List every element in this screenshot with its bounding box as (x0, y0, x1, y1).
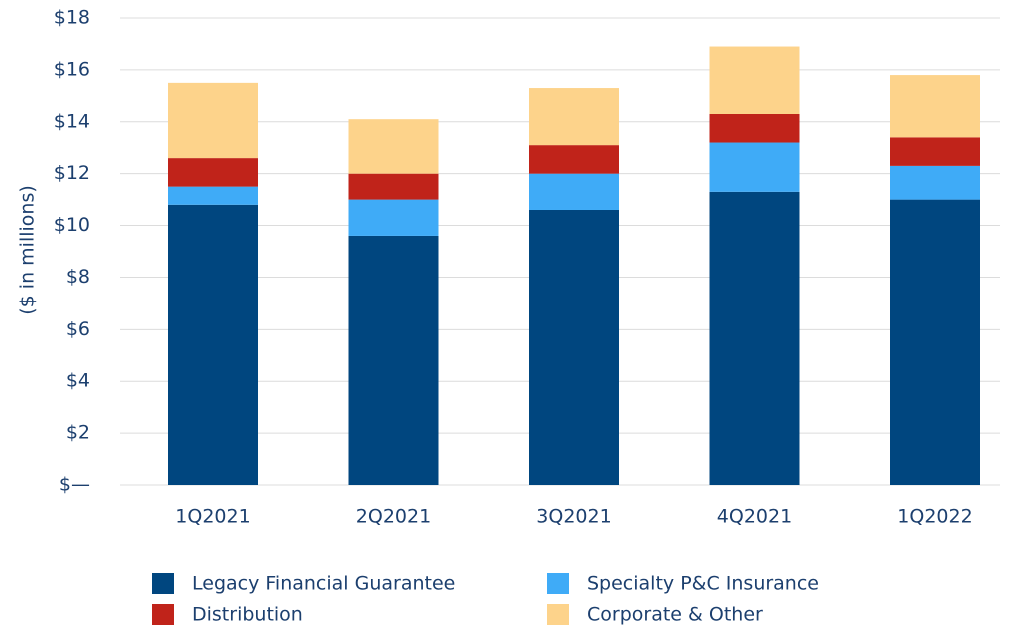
x-tick-label: 2Q2021 (356, 506, 431, 528)
bar-segment (529, 209, 619, 485)
bar-segment (348, 173, 439, 200)
y-tick-label: $18 (54, 7, 90, 29)
y-tick-label: $2 (66, 422, 90, 444)
legend-swatch (152, 604, 174, 625)
y-tick-label: $14 (54, 110, 90, 132)
bar-segment (709, 46, 800, 114)
legend-label: Specialty P&C Insurance (587, 573, 819, 595)
bar-segment (529, 88, 619, 146)
legend-label: Distribution (192, 604, 303, 626)
bar-segment (709, 113, 800, 143)
y-tick-label: $12 (54, 162, 90, 184)
y-tick-label: $4 (66, 370, 90, 392)
bar-segment (168, 82, 258, 159)
bar-segment (709, 191, 800, 486)
y-tick-label: $8 (66, 266, 90, 288)
x-tick-label: 4Q2021 (717, 506, 792, 528)
x-tick-label: 1Q2021 (175, 506, 250, 528)
bar-segment (890, 75, 980, 138)
bar-segment (529, 145, 619, 174)
bar-segment (890, 199, 980, 485)
legend-label: Corporate & Other (587, 604, 763, 626)
bar-segment (709, 142, 800, 192)
bar-segment (168, 204, 258, 486)
x-tick-label: 3Q2021 (536, 506, 611, 528)
legend-label: Legacy Financial Guarantee (192, 573, 455, 595)
y-tick-label: $10 (54, 214, 90, 236)
legend-swatch (547, 573, 569, 594)
y-tick-label: $16 (54, 58, 90, 80)
x-tick-label: 1Q2022 (897, 506, 972, 528)
bar-segment (168, 186, 258, 205)
legend-swatch (547, 604, 569, 625)
y-tick-label: $— (59, 474, 90, 496)
legend-swatch (152, 573, 174, 594)
y-axis-label: ($ in millions) (17, 185, 39, 315)
bar-segment (348, 199, 439, 236)
bar-segment (890, 137, 980, 166)
bar-segment (890, 165, 980, 200)
bar-segment (348, 119, 439, 174)
bar-segment (529, 173, 619, 210)
y-tick-label: $6 (66, 318, 90, 340)
bar-segment (168, 158, 258, 187)
bar-segment (348, 235, 439, 485)
